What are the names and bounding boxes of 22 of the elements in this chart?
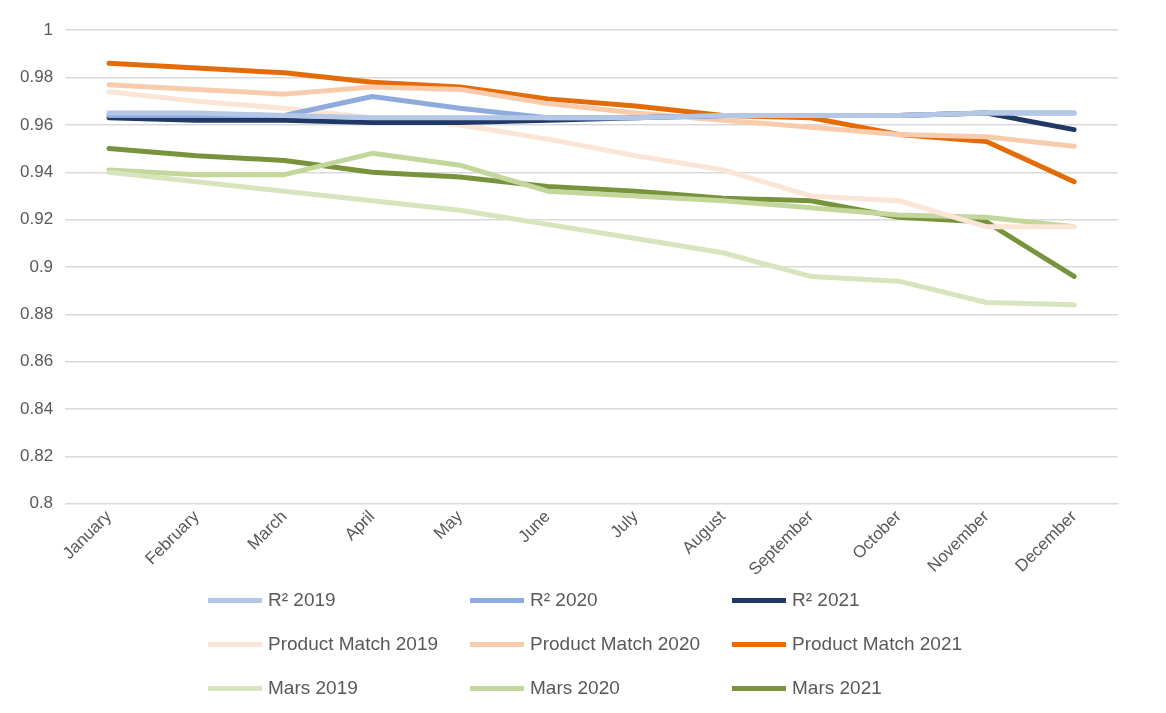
legend-label: Product Match 2021	[792, 633, 963, 655]
y-tick-label: 0.98	[19, 67, 54, 87]
y-tick-label: 0.86	[19, 351, 54, 371]
y-tick-label: 0.9	[29, 256, 54, 276]
legend-label: R² 2021	[792, 589, 860, 611]
legend-label: R² 2020	[530, 589, 598, 611]
y-tick-label: 0.8	[29, 493, 54, 513]
y-tick-label: 0.88	[19, 304, 54, 324]
legend-label: Product Match 2019	[268, 633, 439, 655]
x-tick-label: May	[429, 506, 467, 543]
legend-label: Product Match 2020	[530, 633, 701, 655]
y-tick-label: 0.84	[19, 398, 54, 418]
y-tick-label: 0.92	[19, 209, 54, 229]
y-tick-label: 1	[43, 19, 54, 39]
y-tick-label: 0.96	[19, 114, 54, 134]
legend-label: Mars 2021	[792, 677, 882, 699]
legend-label: R² 2019	[268, 589, 336, 611]
y-tick-label: 0.82	[19, 446, 54, 466]
x-tick-label: July	[606, 506, 642, 542]
y-tick-label: 0.94	[19, 161, 54, 181]
legend-label: Mars 2019	[268, 677, 358, 699]
legend-label: Mars 2020	[530, 677, 620, 699]
